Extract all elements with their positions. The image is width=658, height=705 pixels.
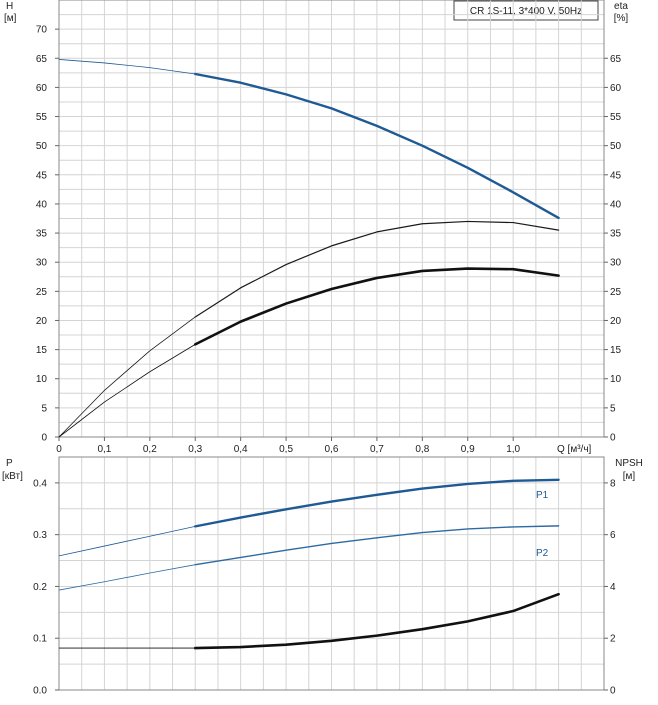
top-series-2-extrapolated-line (58, 344, 196, 438)
top-series-0-extrapolated-line (58, 59, 196, 75)
top-x-tick-label: 0,8 (415, 444, 429, 455)
bottom-y-right-label-2: [м] (623, 471, 636, 482)
bottom-y-left-tick-label: 0.4 (33, 478, 47, 489)
bottom-series-2-operating-line (193, 592, 560, 650)
top-series-1-extrapolated-line (58, 316, 196, 438)
bottom-y-right-tick-label: 4 (610, 582, 616, 593)
bottom-y-left-tick-label: 0.3 (33, 530, 47, 541)
top-y-right-tick-label: 15 (610, 345, 622, 356)
bottom-y-left-label-2: [кВт] (2, 471, 23, 482)
top-x-tick-label: 0,1 (97, 444, 111, 455)
top-x-tick-label: 0,7 (370, 444, 384, 455)
bottom-y-right-tick-label: 8 (610, 478, 616, 489)
bottom-y-left-label-1: P (6, 458, 13, 469)
top-x-tick-label: 0,5 (279, 444, 293, 455)
top-y-left-label-2: [м] (4, 13, 17, 24)
top-y-right-tick-label: 35 (610, 229, 622, 240)
bottom-series-0-extrapolated-line (58, 525, 196, 557)
top-y-right-tick-label: 30 (610, 258, 622, 269)
bottom-series-0-operating-line (194, 478, 560, 528)
top-y-left-tick-label: 20 (36, 316, 48, 327)
bottom-y-right-tick-label: 6 (610, 530, 616, 541)
top-y-left-tick-label: 5 (41, 403, 47, 414)
top-x-tick-label: 0,9 (461, 444, 475, 455)
top-y-left-tick-label: 40 (36, 199, 48, 210)
top-y-right-tick-label: 10 (610, 374, 622, 385)
top-y-right-tick-label: 25 (610, 287, 622, 298)
top-y-left-tick-label: 45 (36, 170, 48, 181)
top-x-tick-label: 0 (56, 444, 62, 455)
top-x-tick-label: 0,3 (188, 444, 202, 455)
top-series-1-operating-line (194, 220, 560, 318)
top-y-left-tick-label: 10 (36, 374, 48, 385)
bottom-plot-frame (58, 456, 605, 691)
top-y-right-tick-label: 50 (610, 141, 622, 152)
top-series-0-operating-line (194, 72, 560, 220)
top-y-right-tick-label: 0 (610, 433, 616, 444)
bottom-y-right-tick-label: 2 (610, 634, 616, 645)
top-y-left-tick-label: 15 (36, 345, 48, 356)
top-y-left-tick-label: 30 (36, 258, 48, 269)
bottom-y-left-tick-label: 0.0 (33, 686, 47, 697)
series-label-p2: P2 (536, 548, 549, 559)
bottom-series-1-operating-line (194, 525, 560, 566)
top-y-right-label-1: eta (614, 1, 628, 12)
bottom-y-left-tick-label: 0.1 (33, 634, 47, 645)
top-y-right-tick-label: 55 (610, 112, 622, 123)
top-y-right-tick-label: 5 (610, 403, 616, 414)
top-y-left-tick-label: 65 (36, 54, 48, 65)
series-label-p1: P1 (536, 490, 549, 501)
top-y-left-tick-label: 60 (36, 83, 48, 94)
top-x-tick-label: 0,2 (143, 444, 157, 455)
bottom-y-left-tick-label: 0.2 (33, 582, 47, 593)
top-y-left-tick-label: 0 (41, 433, 47, 444)
top-y-right-tick-label: 40 (610, 199, 622, 210)
top-y-left-tick-label: 70 (36, 25, 48, 36)
bottom-y-right-tick-label: 0 (610, 686, 616, 697)
top-x-axis-label: Q [м³/ч] (557, 444, 592, 455)
top-x-tick-label: 0,4 (234, 444, 248, 455)
top-x-tick-label: 1,0 (506, 444, 520, 455)
top-y-left-tick-label: 35 (36, 229, 48, 240)
chart-title: CR 1S-11, 3*400 V, 50Hz (470, 6, 582, 17)
top-y-left-tick-label: 25 (36, 287, 48, 298)
top-y-left-tick-label: 55 (36, 112, 48, 123)
top-y-left-label-1: H (6, 1, 13, 12)
top-y-right-tick-label: 20 (610, 316, 622, 327)
top-series-2-operating-line (193, 267, 560, 346)
top-y-right-tick-label: 60 (610, 83, 622, 94)
top-y-right-label-2: [%] (614, 13, 629, 24)
top-y-right-tick-label: 65 (610, 54, 622, 65)
top-y-right-tick-label: 45 (610, 170, 622, 181)
bottom-y-right-label-1: NPSH (615, 458, 643, 469)
top-y-left-tick-label: 50 (36, 141, 48, 152)
bottom-series-1-extrapolated-line (58, 564, 196, 591)
top-x-tick-label: 0,6 (325, 444, 339, 455)
